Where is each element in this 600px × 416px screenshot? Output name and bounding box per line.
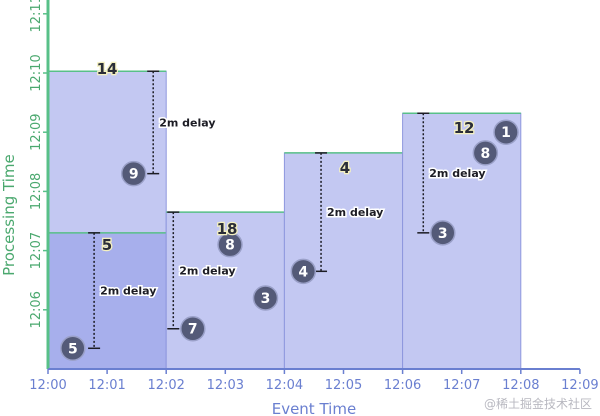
data-point-label: 3 <box>261 291 271 307</box>
window-4 <box>402 112 522 370</box>
data-point-label: 8 <box>480 146 490 162</box>
watermark: @稀土掘金技术社区 <box>483 397 592 411</box>
data-point <box>180 315 206 342</box>
y-tick-label: 12:06 <box>29 291 44 328</box>
x-tick-label: 12:01 <box>88 378 125 393</box>
delay-window-1-label: 2m delay <box>159 116 215 129</box>
delay-window-2-label: 2m delay <box>179 264 235 277</box>
delay-window-4-label: 2m delay <box>429 167 485 180</box>
y-tick-label: 12:08 <box>29 173 44 210</box>
data-point-label: 1 <box>501 125 511 141</box>
x-tick-label: 12:00 <box>29 378 66 393</box>
y-tick-label: 12:11 <box>29 0 44 33</box>
data-point-label: 5 <box>68 341 78 357</box>
delay-layer: 2m delay 2m delay 2m delay 2m delay 2m delay <box>88 70 487 350</box>
data-point <box>252 285 279 311</box>
data-point <box>217 231 243 258</box>
window-3-sum: 4 <box>340 159 350 177</box>
window-1-sum: 14 <box>97 60 118 78</box>
delay-window-1-early-label: 2m delay <box>100 285 156 298</box>
x-tick-label: 12:08 <box>502 378 539 393</box>
windows-layer <box>47 70 522 370</box>
x-tick-label: 12:03 <box>207 378 244 393</box>
x-tick-label: 12:02 <box>147 378 184 393</box>
data-point <box>430 220 456 246</box>
y-axis-title: Processing Time <box>0 154 18 276</box>
data-point-label: 4 <box>298 264 308 280</box>
y-tick-label: 12:09 <box>29 113 44 150</box>
data-point-label: 9 <box>129 167 139 183</box>
x-axis-title: Event Time <box>272 400 356 416</box>
labels-layer: 14 5 18 4 12 <box>95 59 475 256</box>
x-tick-label: 12:04 <box>266 378 303 393</box>
data-point <box>472 140 499 166</box>
data-point <box>493 119 519 145</box>
data-point-label: 8 <box>225 238 235 254</box>
data-point <box>120 160 147 187</box>
data-point-label: 7 <box>188 322 198 338</box>
data-point <box>60 335 86 362</box>
y-tick-label: 12:10 <box>29 54 44 91</box>
data-point-label: 3 <box>438 226 448 242</box>
window-4-sum: 12 <box>454 119 475 137</box>
x-tick-label: 12:07 <box>443 378 480 393</box>
delay-window-3-label: 2m delay <box>327 206 383 219</box>
window-1-early-sum: 5 <box>102 236 112 254</box>
x-tick-label: 12:05 <box>325 378 362 393</box>
x-tick-label: 12:06 <box>384 378 421 393</box>
data-point <box>290 258 317 285</box>
y-tick-label: 12:07 <box>29 232 44 269</box>
x-tick-label: 12:09 <box>561 378 598 393</box>
window-2-sum: 18 <box>217 220 238 238</box>
